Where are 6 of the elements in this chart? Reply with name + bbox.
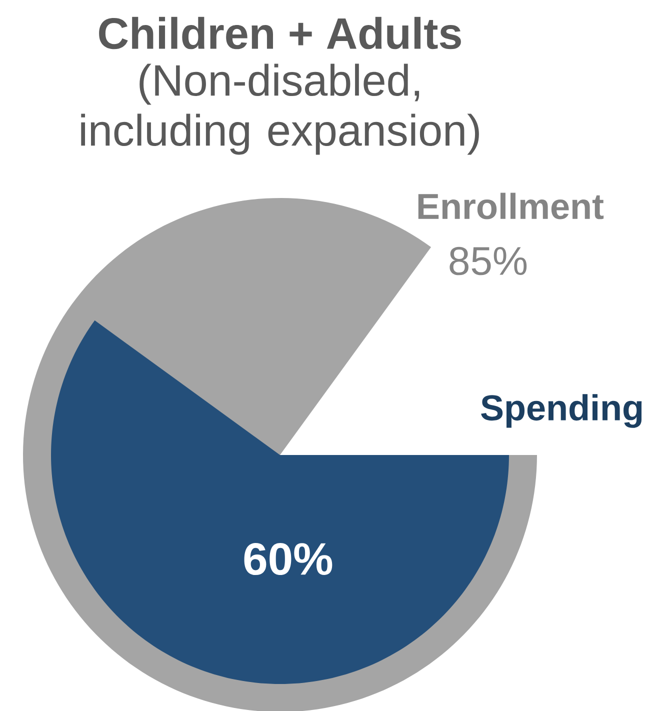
slice-label: Spending: [481, 394, 642, 428]
chart-title: Children + Adults: [99, 16, 461, 50]
slice-label: Enrollment: [418, 192, 604, 220]
chart-subtitle: (Non-disabled, including expansion): [81, 64, 479, 155]
data-label: 85%: [450, 246, 527, 276]
data-label: 60%: [244, 542, 332, 576]
